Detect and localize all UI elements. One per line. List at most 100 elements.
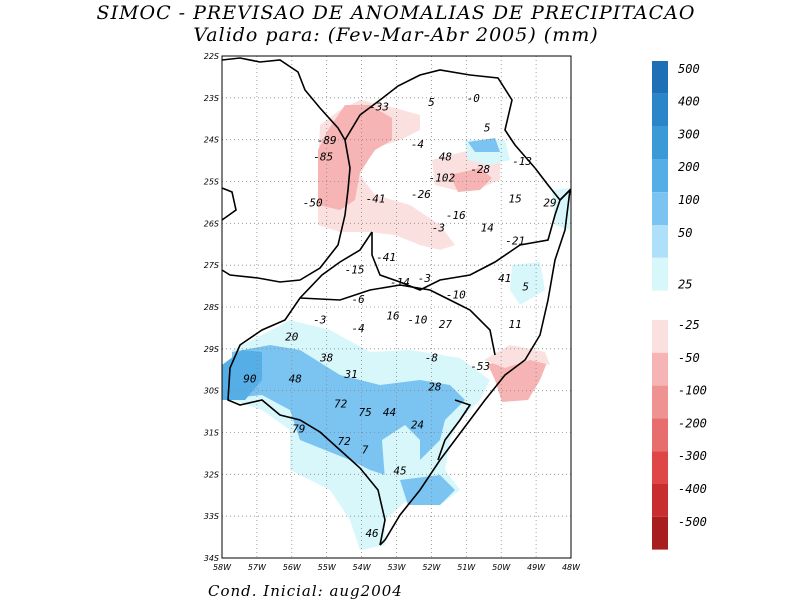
anomaly-value-label: -21 [505, 234, 525, 247]
anomaly-value-label: 14 [481, 222, 494, 235]
colorbar-label: 25 [678, 278, 692, 292]
y-tick-label: 23S [204, 94, 219, 103]
anomaly-value-label: -3 [418, 272, 431, 285]
anomaly-value-label: -28 [470, 163, 490, 176]
colorbar-swatch [652, 257, 668, 291]
anomaly-value-label: -15 [345, 264, 365, 277]
boundaries [221, 57, 572, 546]
colorbar-swatch [652, 516, 668, 550]
x-tick-label: 58W [213, 563, 232, 572]
anomaly-value-label: -3 [432, 222, 445, 235]
anomaly-value-label: 44 [383, 406, 396, 419]
anomaly-value-label: -3 [313, 314, 326, 327]
map-frame [221, 55, 572, 559]
y-tick-label: 28S [204, 303, 219, 312]
shade-pos-50 [468, 138, 500, 152]
y-tick-label: 33S [204, 512, 219, 521]
y-tick-label: 34S [204, 554, 219, 563]
colorbar-swatch [652, 385, 668, 419]
anomaly-value-label: 16 [386, 310, 400, 323]
y-tick-label: 27S [204, 261, 219, 270]
anomaly-value-label: 79 [292, 423, 305, 436]
x-tick-label: 53W [387, 563, 406, 572]
colorbar-label: 50 [678, 226, 692, 240]
colorbar-label: 300 [677, 127, 700, 141]
anomaly-value-label: -33 [369, 100, 389, 113]
anomaly-value-label: 7 [362, 443, 369, 456]
anomaly-value-label: 90 [243, 372, 257, 385]
x-tick-label: 55W [318, 563, 337, 572]
shade-neg-50 [318, 105, 392, 210]
y-tick-label: 25S [204, 178, 219, 187]
y-tick-label: 30S [204, 387, 219, 396]
anomaly-value-label: 48 [439, 151, 453, 164]
colorbar: 500 400 300 200 100 50 25 -25 -50 -100 -200 -300 -40… [652, 61, 707, 550]
colorbar-label: 500 [678, 62, 700, 76]
map-title: SIMOC - PREVISAO DE ANOMALIAS DE PRECIPI… [96, 2, 696, 24]
anomaly-value-label: 28 [428, 381, 442, 394]
anomaly-value-label: 48 [289, 372, 303, 385]
colorbar-label: -25 [678, 318, 700, 332]
anomaly-value-label: -4 [351, 322, 364, 335]
anomaly-value-label: 31 [344, 368, 358, 381]
anomaly-value-label: 29 [543, 197, 556, 210]
anomaly-value-label: 41 [498, 272, 511, 285]
anomaly-value-label: 15 [509, 192, 522, 205]
anomaly-value-label: 20 [285, 330, 299, 343]
shade-neg-east-light [484, 345, 550, 368]
colorbar-label: -400 [678, 482, 707, 496]
anomaly-value-label: 27 [439, 318, 453, 331]
colorbar-swatch [652, 93, 668, 127]
colorbar-label: -100 [678, 384, 707, 398]
x-tick-labels: 58W 57W 56W 55W 54W 53W 52W 51W 50W 49W 48W [213, 563, 581, 572]
anomaly-value-label: 5 [484, 121, 491, 134]
paraguay-border [221, 57, 351, 283]
x-tick-label: 52W [422, 563, 441, 572]
colorbar-label: -200 [678, 416, 707, 430]
parana-river [344, 69, 536, 169]
y-tick-label: 29S [204, 345, 219, 354]
y-tick-label: 32S [204, 470, 219, 479]
anomaly-value-label: 38 [319, 351, 334, 364]
anomaly-value-label: 5 [522, 280, 529, 293]
anomaly-value-label: -14 [390, 276, 410, 289]
colorbar-swatch [652, 320, 668, 353]
colorbar-swatch [652, 352, 668, 386]
colorbar-swatch [652, 225, 668, 258]
shade-pos-hole [382, 425, 420, 488]
y-tick-label: 24S [204, 136, 219, 145]
anomaly-value-label: -26 [411, 188, 431, 201]
x-tick-label: 49W [527, 563, 546, 572]
anomaly-value-label: 72 [338, 435, 352, 448]
x-tick-label: 54W [353, 563, 372, 572]
colorbar-swatch [652, 61, 668, 94]
y-tick-labels: 22S 23S 24S 25S 26S 27S 28S 29S 30S 31S 32S 33S 34S [204, 52, 219, 563]
anomaly-value-label: -41 [376, 251, 396, 264]
colorbar-label: -50 [678, 351, 700, 365]
colorbar-swatch [652, 192, 668, 225]
x-tick-label: 48W [562, 563, 581, 572]
y-tick-label: 26S [204, 219, 219, 228]
anomaly-value-label: 5 [428, 96, 435, 109]
coast [379, 167, 572, 546]
shade-pos-25-e2 [552, 188, 570, 230]
anomaly-value-label: -10 [408, 314, 428, 327]
initial-condition-label: Cond. Inicial: aug2004 [208, 582, 403, 600]
anomaly-value-label: 75 [358, 406, 371, 419]
colorbar-label: 400 [678, 95, 700, 109]
colorbar-swatch [652, 418, 668, 452]
colorbar-label: 200 [678, 160, 700, 174]
anomaly-value-label: -16 [446, 209, 466, 222]
x-tick-label: 57W [248, 563, 267, 572]
anomaly-value-label: 24 [411, 418, 424, 431]
anomaly-value-label: 11 [509, 318, 522, 331]
argentina-border [227, 231, 386, 546]
x-tick-label: 56W [283, 563, 302, 572]
anomaly-value-label: -10 [446, 289, 466, 302]
anomaly-value-label: 72 [334, 397, 348, 410]
state-border-pr-sc [371, 189, 571, 291]
anomaly-shading [222, 100, 570, 550]
anomaly-value-label: -13 [512, 155, 532, 168]
anomaly-value-label: -53 [470, 360, 490, 373]
